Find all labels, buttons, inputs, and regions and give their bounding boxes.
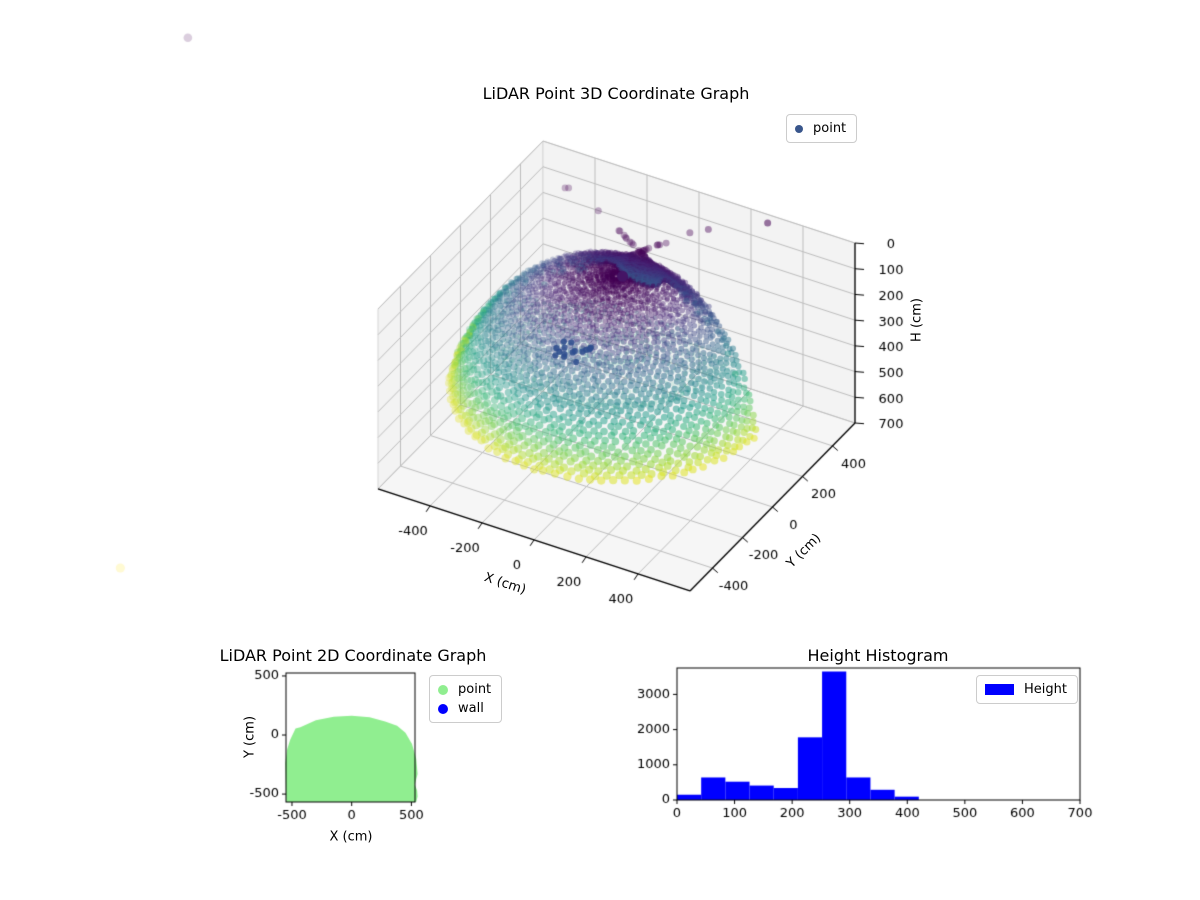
legend-label: point — [458, 682, 492, 697]
legend-entry-point: point — [438, 680, 491, 699]
plot2d-y-axis-label: Y (cm) — [242, 715, 258, 759]
wall-marker-icon — [438, 703, 448, 714]
plot2d-x-axis-label: X (cm) — [329, 829, 373, 845]
plot3d-h-axis-label: H (cm) — [909, 298, 925, 342]
height-swatch-icon — [985, 684, 1014, 695]
legend-entry-point: point — [795, 119, 846, 138]
histogram-title: Height Histogram — [807, 646, 949, 665]
legend-label: point — [813, 121, 847, 136]
legend-entry-wall: wall — [438, 699, 491, 718]
histogram-legend: Height — [976, 675, 1078, 704]
legend-entry-height: Height — [985, 680, 1067, 699]
plot3d-legend: point — [786, 114, 858, 143]
plot2d-title: LiDAR Point 2D Coordinate Graph — [219, 646, 487, 665]
plot3d-title: LiDAR Point 3D Coordinate Graph — [482, 84, 750, 103]
plot2d-legend: point wall — [429, 675, 503, 723]
point-marker-icon — [795, 124, 803, 133]
legend-label: wall — [458, 701, 484, 716]
point-marker-icon — [438, 684, 448, 695]
legend-label: Height — [1024, 682, 1067, 697]
